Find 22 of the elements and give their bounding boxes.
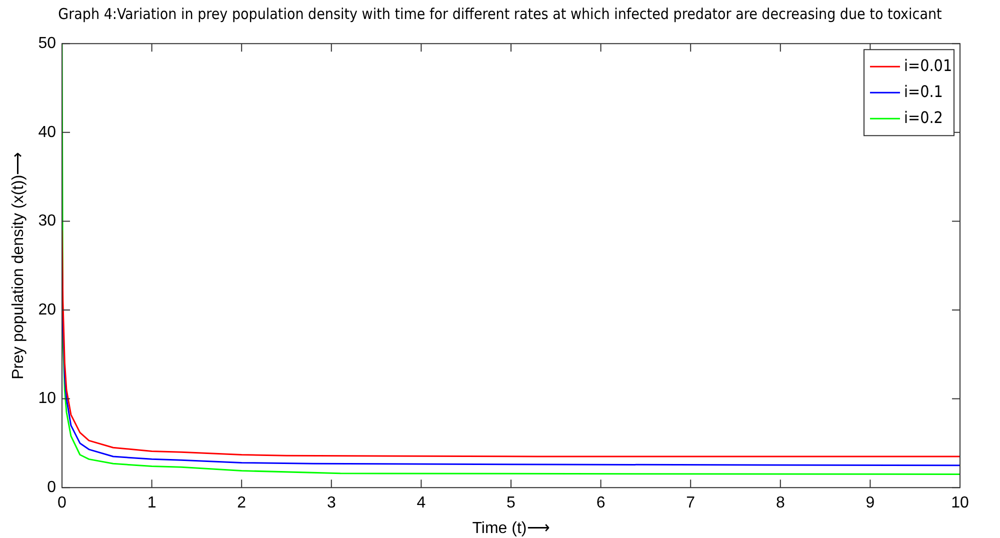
x-tick-label: 9	[866, 494, 875, 512]
y-tick-label: 0	[47, 479, 56, 496]
x-tick-label: 10	[951, 494, 969, 512]
chart-title: Graph 4:Variation in prey population density with time for different rates at which infected predator are decreasing due to toxicant	[57, 4, 943, 25]
x-tick-label: 3	[326, 494, 336, 512]
y-axis-title: Prey population density (x(t))⟶	[10, 152, 28, 380]
x-tick-label: 1	[147, 494, 156, 512]
x-tick-label: 5	[506, 494, 516, 512]
x-tick-label: 8	[776, 494, 785, 512]
x-tick-label: 7	[686, 494, 696, 512]
legend-label: i=0.01	[904, 56, 952, 75]
legend-label: i=0.2	[904, 108, 943, 127]
y-tick-label: 20	[38, 301, 56, 318]
x-tick-label: 4	[416, 494, 426, 512]
y-tick-label: 40	[38, 124, 56, 141]
x-tick-label: 2	[237, 494, 246, 512]
legend-label: i=0.1	[904, 82, 943, 101]
y-tick-label: 50	[38, 35, 56, 52]
y-tick-label: 30	[38, 212, 56, 230]
y-tick-label: 10	[38, 390, 56, 408]
x-tick-label: 6	[596, 494, 606, 512]
x-axis-title: Time (t)⟶	[472, 520, 550, 537]
